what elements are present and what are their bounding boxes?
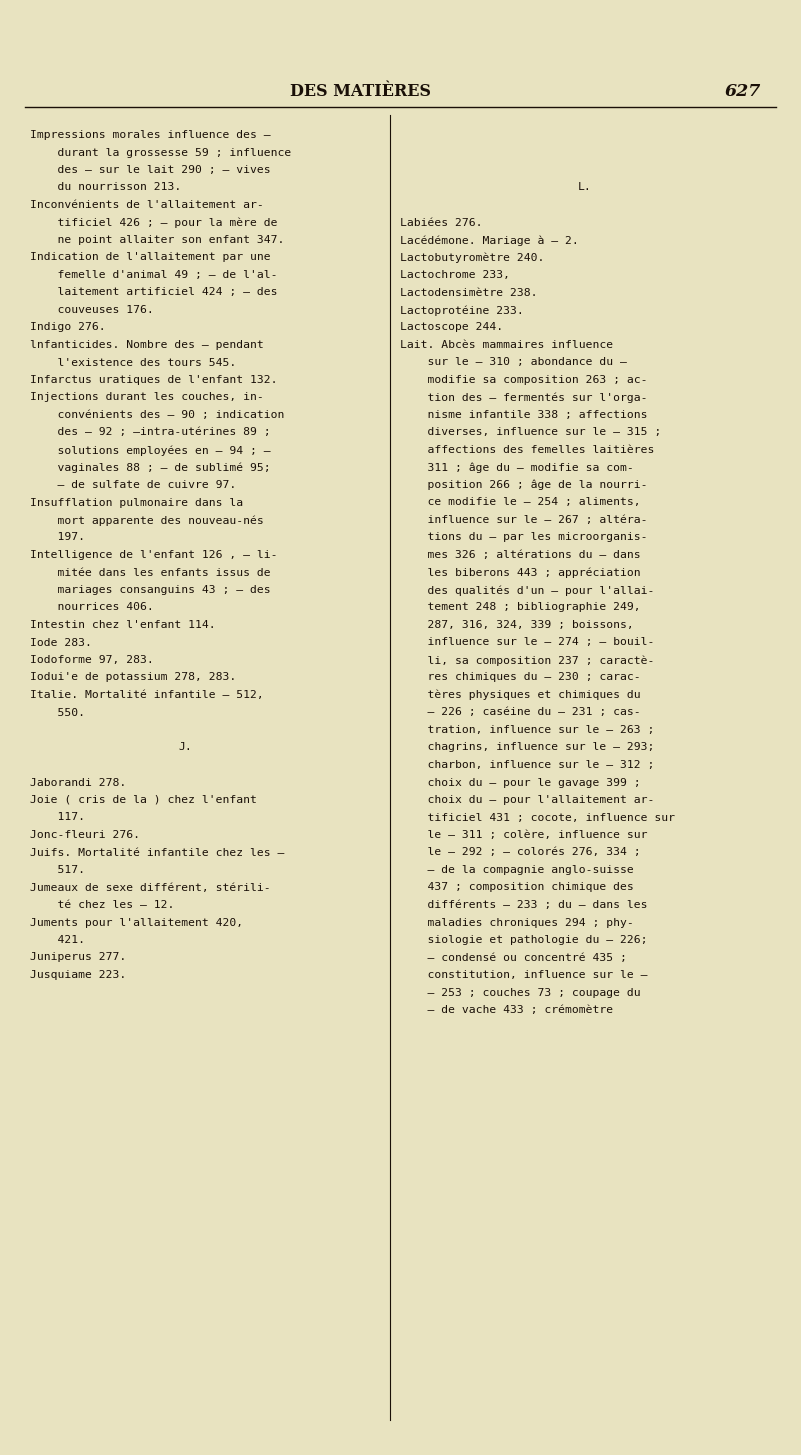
Text: Lactodensimètre 238.: Lactodensimètre 238. [400, 288, 537, 297]
Text: Lactochrome 233,: Lactochrome 233, [400, 271, 510, 279]
Text: influence sur le — 267 ; altéra-: influence sur le — 267 ; altéra- [400, 515, 647, 525]
Text: solutions employées en — 94 ; —: solutions employées en — 94 ; — [30, 445, 271, 455]
Text: constitution, influence sur le —: constitution, influence sur le — [400, 970, 647, 981]
Text: Lactobutyromètre 240.: Lactobutyromètre 240. [400, 253, 545, 263]
Text: affections des femelles laitières: affections des femelles laitières [400, 445, 654, 455]
Text: 437 ; composition chimique des: 437 ; composition chimique des [400, 883, 634, 892]
Text: vaginales 88 ; — de sublimé 95;: vaginales 88 ; — de sublimé 95; [30, 463, 271, 473]
Text: Labiées 276.: Labiées 276. [400, 217, 482, 227]
Text: sur le — 310 ; abondance du —: sur le — 310 ; abondance du — [400, 358, 627, 368]
Text: durant la grossesse 59 ; influence: durant la grossesse 59 ; influence [30, 147, 292, 157]
Text: té chez les — 12.: té chez les — 12. [30, 901, 175, 909]
Text: 311 ; âge du — modifie sa com-: 311 ; âge du — modifie sa com- [400, 463, 634, 473]
Text: Intestin chez l'enfant 114.: Intestin chez l'enfant 114. [30, 620, 215, 630]
Text: mort apparente des nouveau-nés: mort apparente des nouveau-nés [30, 515, 264, 525]
Text: siologie et pathologie du — 226;: siologie et pathologie du — 226; [400, 936, 647, 944]
Text: tement 248 ; bibliographie 249,: tement 248 ; bibliographie 249, [400, 602, 641, 613]
Text: Iodui'e de potassium 278, 283.: Iodui'e de potassium 278, 283. [30, 672, 236, 682]
Text: position 266 ; âge de la nourri-: position 266 ; âge de la nourri- [400, 480, 647, 490]
Text: 627: 627 [725, 83, 761, 100]
Text: Injections durant les couches, in-: Injections durant les couches, in- [30, 393, 264, 403]
Text: tificiel 426 ; — pour la mère de: tificiel 426 ; — pour la mère de [30, 217, 277, 228]
Text: 117.: 117. [30, 812, 85, 822]
Text: Iode 283.: Iode 283. [30, 637, 92, 647]
Text: les biberons 443 ; appréciation: les biberons 443 ; appréciation [400, 567, 641, 578]
Text: Joie ( cris de la ) chez l'enfant: Joie ( cris de la ) chez l'enfant [30, 794, 257, 805]
Text: ce modifie le — 254 ; aliments,: ce modifie le — 254 ; aliments, [400, 498, 641, 508]
Text: — condensé ou concentré 435 ;: — condensé ou concentré 435 ; [400, 953, 627, 963]
Text: L.: L. [578, 182, 592, 192]
Text: femelle d'animal 49 ; — de l'al-: femelle d'animal 49 ; — de l'al- [30, 271, 277, 279]
Text: Jusquiame 223.: Jusquiame 223. [30, 970, 127, 981]
Text: nourrices 406.: nourrices 406. [30, 602, 154, 613]
Text: l'existence des tours 545.: l'existence des tours 545. [30, 358, 236, 368]
Text: influence sur le — 274 ; — bouil-: influence sur le — 274 ; — bouil- [400, 637, 654, 647]
Text: couveuses 176.: couveuses 176. [30, 306, 154, 314]
Text: des — 92 ; —intra-utérines 89 ;: des — 92 ; —intra-utérines 89 ; [30, 428, 271, 438]
Text: du nourrisson 213.: du nourrisson 213. [30, 182, 181, 192]
Text: DES MATIÈRES: DES MATIÈRES [290, 83, 431, 100]
Text: Juniperus 277.: Juniperus 277. [30, 953, 127, 963]
Text: res chimiques du — 230 ; carac-: res chimiques du — 230 ; carac- [400, 672, 641, 682]
Text: choix du — pour le gavage 399 ;: choix du — pour le gavage 399 ; [400, 777, 641, 787]
Text: laitement artificiel 424 ; — des: laitement artificiel 424 ; — des [30, 288, 277, 297]
Text: mes 326 ; altérations du — dans: mes 326 ; altérations du — dans [400, 550, 641, 560]
Text: le — 311 ; colère, influence sur: le — 311 ; colère, influence sur [400, 829, 647, 840]
Text: J.: J. [178, 742, 192, 752]
Text: 287, 316, 324, 339 ; boissons,: 287, 316, 324, 339 ; boissons, [400, 620, 634, 630]
Text: Jumeaux de sexe différent, stérili-: Jumeaux de sexe différent, stérili- [30, 883, 271, 892]
Text: choix du — pour l'allaitement ar-: choix du — pour l'allaitement ar- [400, 794, 654, 805]
Text: Intelligence de l'enfant 126 , — li-: Intelligence de l'enfant 126 , — li- [30, 550, 277, 560]
Text: Jaborandi 278.: Jaborandi 278. [30, 777, 127, 787]
Text: tion des — fermentés sur l'orga-: tion des — fermentés sur l'orga- [400, 393, 647, 403]
Text: convénients des — 90 ; indication: convénients des — 90 ; indication [30, 410, 284, 420]
Text: mitée dans les enfants issus de: mitée dans les enfants issus de [30, 567, 271, 578]
Text: — de la compagnie anglo-suisse: — de la compagnie anglo-suisse [400, 866, 634, 874]
Text: tration, influence sur le — 263 ;: tration, influence sur le — 263 ; [400, 725, 654, 735]
Text: Jonc-fleuri 276.: Jonc-fleuri 276. [30, 829, 140, 840]
Text: — 226 ; caséine du — 231 ; cas-: — 226 ; caséine du — 231 ; cas- [400, 707, 641, 717]
Text: — de vache 433 ; crémomètre: — de vache 433 ; crémomètre [400, 1005, 613, 1016]
Text: 550.: 550. [30, 707, 85, 717]
Text: différents — 233 ; du — dans les: différents — 233 ; du — dans les [400, 901, 647, 909]
Text: Lactoprotéine 233.: Lactoprotéine 233. [400, 306, 524, 316]
Text: 517.: 517. [30, 866, 85, 874]
Text: Lactoscope 244.: Lactoscope 244. [400, 323, 503, 333]
Text: maladies chroniques 294 ; phy-: maladies chroniques 294 ; phy- [400, 918, 634, 927]
Text: Impressions morales influence des —: Impressions morales influence des — [30, 129, 271, 140]
Text: mariages consanguins 43 ; — des: mariages consanguins 43 ; — des [30, 585, 271, 595]
Text: tificiel 431 ; cocote, influence sur: tificiel 431 ; cocote, influence sur [400, 812, 675, 822]
Text: Juments pour l'allaitement 420,: Juments pour l'allaitement 420, [30, 918, 244, 927]
Text: tères physiques et chimiques du: tères physiques et chimiques du [400, 690, 641, 700]
Text: chagrins, influence sur le — 293;: chagrins, influence sur le — 293; [400, 742, 654, 752]
Text: Juifs. Mortalité infantile chez les —: Juifs. Mortalité infantile chez les — [30, 847, 284, 857]
Text: Insufflation pulmonaire dans la: Insufflation pulmonaire dans la [30, 498, 244, 508]
Text: modifie sa composition 263 ; ac-: modifie sa composition 263 ; ac- [400, 375, 647, 386]
Text: 197.: 197. [30, 533, 85, 543]
Text: li, sa composition 237 ; caractè-: li, sa composition 237 ; caractè- [400, 655, 654, 665]
Text: Lait. Abcès mammaires influence: Lait. Abcès mammaires influence [400, 340, 613, 351]
Text: Lacédémone. Mariage à — 2.: Lacédémone. Mariage à — 2. [400, 236, 579, 246]
Text: Italie. Mortalité infantile — 512,: Italie. Mortalité infantile — 512, [30, 690, 264, 700]
Text: Inconvénients de l'allaitement ar-: Inconvénients de l'allaitement ar- [30, 199, 264, 210]
Text: charbon, influence sur le — 312 ;: charbon, influence sur le — 312 ; [400, 760, 654, 770]
Text: — 253 ; couches 73 ; coupage du: — 253 ; couches 73 ; coupage du [400, 988, 641, 998]
Text: des qualités d'un — pour l'allai-: des qualités d'un — pour l'allai- [400, 585, 654, 595]
Text: le — 292 ; — colorés 276, 334 ;: le — 292 ; — colorés 276, 334 ; [400, 847, 641, 857]
Text: Indigo 276.: Indigo 276. [30, 323, 106, 333]
Text: Iodoforme 97, 283.: Iodoforme 97, 283. [30, 655, 154, 665]
Text: 421.: 421. [30, 936, 85, 944]
Text: ne point allaiter son enfant 347.: ne point allaiter son enfant 347. [30, 236, 284, 244]
Text: Indication de l'allaitement par une: Indication de l'allaitement par une [30, 253, 271, 262]
Text: nisme infantile 338 ; affections: nisme infantile 338 ; affections [400, 410, 647, 420]
Text: — de sulfate de cuivre 97.: — de sulfate de cuivre 97. [30, 480, 236, 490]
Text: lnfanticides. Nombre des — pendant: lnfanticides. Nombre des — pendant [30, 340, 264, 351]
Text: Infarctus uratiques de l'enfant 132.: Infarctus uratiques de l'enfant 132. [30, 375, 277, 386]
Text: des — sur le lait 290 ; — vives: des — sur le lait 290 ; — vives [30, 164, 271, 175]
Text: tions du — par les microorganis-: tions du — par les microorganis- [400, 533, 647, 543]
Text: diverses, influence sur le — 315 ;: diverses, influence sur le — 315 ; [400, 428, 662, 438]
